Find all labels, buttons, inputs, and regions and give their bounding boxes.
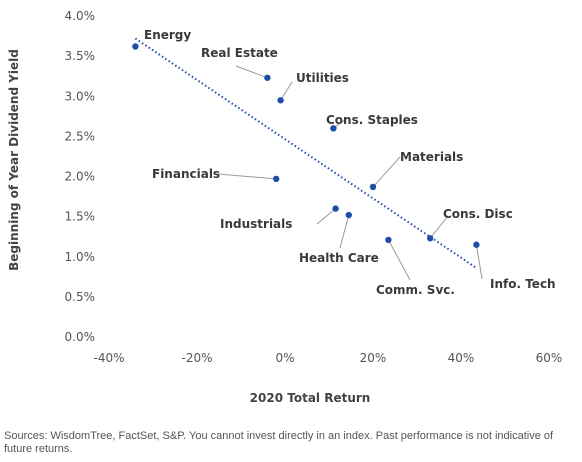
data-points [132, 43, 480, 248]
leader-line [372, 156, 401, 188]
point-label: Real Estate [201, 46, 278, 60]
point-label: Energy [144, 28, 191, 42]
leader-line [316, 208, 336, 225]
point-label: Cons. Staples [326, 113, 418, 127]
leader-line [475, 244, 483, 280]
y-axis-title: Beginning of Year Dividend Yield [7, 49, 21, 271]
source-note: Sources: WisdomTree, FactSet, S&P. You c… [4, 430, 554, 455]
x-tick-label: 20% [360, 351, 387, 365]
x-tick-label: 40% [448, 351, 475, 365]
data-point [385, 236, 392, 244]
y-tick-label: 1.0% [65, 250, 96, 264]
point-label: Materials [400, 150, 463, 164]
label-leader-lines [217, 65, 483, 281]
data-point [273, 175, 280, 183]
y-tick-label: 3.0% [65, 89, 96, 103]
point-label: Utilities [296, 71, 349, 85]
point-label: Industrials [220, 217, 292, 231]
leader-line [280, 81, 293, 101]
y-tick-label: 2.0% [65, 170, 96, 184]
data-point [369, 183, 377, 191]
scatter-chart: 0.0% 0.5% 1.0% 1.5% 2.0% 2.5% 3.0% 3.5% 4.0% -40… [7, 9, 562, 405]
leader-line [339, 214, 350, 249]
data-point [264, 74, 271, 81]
y-tick-label: 4.0% [65, 9, 96, 23]
data-point [332, 205, 339, 212]
x-axis-ticks: -40% -20% 0% 20% 40% 60% [93, 351, 562, 365]
point-label: Financials [152, 167, 220, 181]
point-label: Comm. Svc. [376, 283, 455, 297]
point-label: Cons. Disc [443, 207, 513, 221]
leader-line [217, 173, 277, 180]
data-point [132, 43, 139, 50]
point-label: Health Care [299, 251, 379, 265]
data-point [277, 97, 284, 104]
y-tick-label: 0.0% [65, 330, 96, 344]
y-axis-ticks: 0.0% 0.5% 1.0% 1.5% 2.0% 2.5% 3.0% 3.5% 4.0% [65, 9, 96, 344]
x-tick-label: -20% [181, 351, 212, 365]
leader-line [235, 65, 268, 79]
x-tick-label: 0% [275, 351, 294, 365]
point-labels: Energy Real Estate Utilities Cons. Staples F… [144, 28, 556, 297]
data-point [330, 125, 337, 132]
trendline [134, 37, 477, 269]
point-label: Info. Tech [490, 277, 556, 291]
data-point [345, 211, 352, 219]
data-point [427, 235, 434, 242]
y-tick-label: 1.5% [65, 210, 96, 224]
leader-line [429, 215, 449, 239]
leader-line [387, 239, 411, 281]
y-tick-label: 0.5% [65, 290, 96, 304]
x-tick-label: -40% [93, 351, 124, 365]
y-tick-label: 2.5% [65, 129, 96, 143]
data-point [473, 241, 480, 248]
x-axis-title: 2020 Total Return [250, 391, 371, 405]
y-tick-label: 3.5% [65, 49, 96, 63]
x-tick-label: 60% [536, 351, 563, 365]
